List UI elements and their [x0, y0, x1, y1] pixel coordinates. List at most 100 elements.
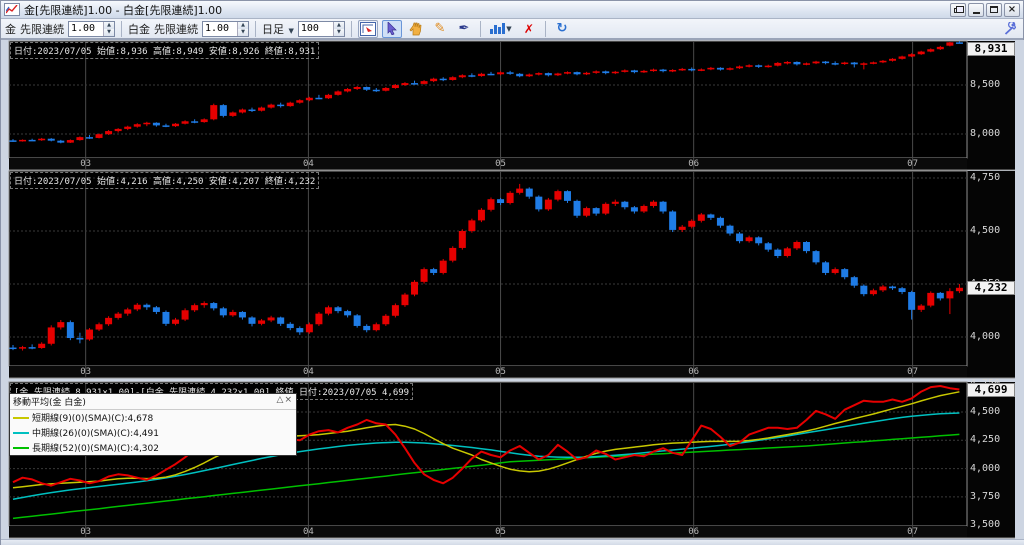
x-tick-03: 03: [80, 367, 91, 377]
x-tick-07: 07: [907, 159, 918, 169]
settings-wrench-button[interactable]: [999, 20, 1019, 38]
minimize-button[interactable]: [968, 3, 984, 17]
draw-pencil-button[interactable]: ✎: [430, 20, 450, 38]
delete-x-icon: ✗: [524, 23, 534, 35]
x-tick-05: 05: [495, 367, 506, 377]
platinum-ohlc-info: 日付:2023/07/05 始値:4,216 高値:4,250 安値:4,207…: [10, 172, 319, 189]
last-price-box: 8,931: [967, 42, 1015, 56]
x-tick-06: 06: [688, 527, 699, 537]
app-window: 金[先限連続]1.00 - 白金[先限連続]1.00 × 金 先限連続 ▲▼ 白…: [0, 0, 1024, 545]
y-tick-8,000: 8,000: [970, 128, 1000, 139]
title-bar[interactable]: 金[先限連続]1.00 - 白金[先限連続]1.00 ×: [1, 1, 1023, 19]
platinum-ratio-input[interactable]: [203, 22, 237, 36]
spin-down-icon[interactable]: ▼: [104, 29, 114, 36]
y-tick-4,500: 4,500: [970, 225, 1000, 236]
y-tick-8,500: 8,500: [970, 79, 1000, 90]
popout-window-button[interactable]: [950, 3, 966, 17]
chart-region: 日付:2023/07/05 始値:8,936 高値:8,949 安値:8,926…: [1, 40, 1024, 539]
reload-icon: ↻: [556, 21, 567, 36]
bar-count-field-wrap: ▲▼: [298, 21, 345, 37]
toolbar-separator: [351, 21, 352, 37]
gold-ratio-spinner[interactable]: ▲▼: [103, 22, 114, 36]
bar-count-spinner[interactable]: ▲▼: [333, 22, 344, 36]
ma-legend-title: 移動平均(金 白金): [13, 395, 86, 408]
draw-pen-button[interactable]: ✒: [454, 20, 474, 38]
window-title: 金[先限連続]1.00 - 白金[先限連続]1.00: [24, 2, 222, 18]
wrench-icon: [1003, 22, 1016, 35]
pencil-icon: ✎: [434, 21, 445, 36]
spin-up-icon[interactable]: ▲: [238, 22, 248, 29]
toolbar: 金 先限連続 ▲▼ 白金 先限連続 ▲▼ 日足 ▼ ▲▼ ✎: [1, 19, 1023, 40]
app-chart-icon: [4, 3, 20, 16]
x-tick-05: 05: [495, 159, 506, 169]
chevron-down-icon: ▼: [506, 25, 511, 33]
gold-label: 金: [5, 21, 16, 37]
toolbar-separator: [255, 21, 256, 37]
popout-icon: [954, 8, 960, 13]
spin-down-icon[interactable]: ▼: [238, 29, 248, 36]
chart-type-dropdown-button[interactable]: ▼: [487, 20, 515, 38]
gold-ratio-input[interactable]: [69, 22, 103, 36]
bar-count-input[interactable]: [299, 22, 333, 36]
y-tick-3,750: 3,750: [970, 491, 1000, 502]
x-tick-04: 04: [303, 527, 314, 537]
delete-study-button[interactable]: ✗: [519, 20, 539, 38]
platinum-series-label: 先限連続: [154, 21, 198, 37]
legend-item-short-ma: 短期線(9)(0)(SMA)(C):4,678: [10, 410, 296, 425]
maximize-button[interactable]: [986, 3, 1002, 17]
status-bar: [1, 539, 1024, 545]
y-tick-3,500: 3,500: [970, 519, 1000, 530]
maximize-icon: [990, 6, 998, 13]
close-button[interactable]: ×: [1004, 3, 1020, 17]
pan-hand-button[interactable]: [406, 20, 426, 38]
gold-ohlc-info: 日付:2023/07/05 始値:8,936 高値:8,949 安値:8,926…: [10, 42, 319, 59]
x-tick-07: 07: [907, 367, 918, 377]
long-ma-swatch: [13, 447, 29, 449]
period-dropdown[interactable]: 日足 ▼: [262, 21, 294, 37]
select-arrow-icon: [386, 22, 398, 35]
short-ma-label: 短期線(9)(0)(SMA)(C):4,678: [32, 411, 153, 424]
ma-legend-controls[interactable]: △×: [277, 395, 293, 408]
charts-canvas[interactable]: [1, 40, 1024, 539]
select-arrow-button[interactable]: [382, 20, 402, 38]
mid-ma-label: 中期線(26)(0)(SMA)(C):4,491: [32, 426, 159, 439]
gold-ratio-field-wrap: ▲▼: [68, 21, 115, 37]
y-tick-4,000: 4,000: [970, 463, 1000, 474]
toolbar-separator: [545, 21, 546, 37]
ma-legend-box: 移動平均(金 白金) △× 短期線(9)(0)(SMA)(C):4,678 中期…: [9, 393, 297, 456]
x-tick-06: 06: [688, 159, 699, 169]
spin-down-icon[interactable]: ▼: [334, 29, 344, 36]
pan-hand-icon: [409, 22, 423, 36]
y-tick-4,000: 4,000: [970, 331, 1000, 342]
spin-up-icon[interactable]: ▲: [334, 22, 344, 29]
chevron-down-icon: ▼: [289, 27, 294, 35]
toolbar-separator: [480, 21, 481, 37]
long-ma-label: 長期線(52)(0)(SMA)(C):4,302: [32, 441, 159, 454]
short-ma-swatch: [13, 417, 29, 419]
legend-item-mid-ma: 中期線(26)(0)(SMA)(C):4,491: [10, 425, 296, 440]
y-tick-4,250: 4,250: [970, 434, 1000, 445]
last-price-box: 4,232: [967, 281, 1015, 295]
chart-crosshair-icon: [360, 22, 376, 36]
toolbar-separator: [121, 21, 122, 37]
pen-icon: ✒: [458, 21, 469, 36]
x-tick-04: 04: [303, 367, 314, 377]
legend-item-long-ma: 長期線(52)(0)(SMA)(C):4,302: [10, 440, 296, 455]
last-price-box: 4,699: [967, 383, 1015, 397]
platinum-label: 白金: [128, 21, 150, 37]
x-tick-04: 04: [303, 159, 314, 169]
mid-ma-swatch: [13, 432, 29, 434]
bar-chart-icon: [490, 23, 505, 34]
platinum-ratio-spinner[interactable]: ▲▼: [237, 22, 248, 36]
reload-button[interactable]: ↻: [552, 20, 572, 38]
y-tick-4,750: 4,750: [970, 172, 1000, 183]
x-tick-07: 07: [907, 527, 918, 537]
x-tick-03: 03: [80, 527, 91, 537]
close-icon: ×: [1008, 5, 1016, 15]
gold-series-label: 先限連続: [20, 21, 64, 37]
x-tick-05: 05: [495, 527, 506, 537]
spin-up-icon[interactable]: ▲: [104, 22, 114, 29]
chart-crosshair-button[interactable]: [358, 20, 378, 38]
y-tick-4,500: 4,500: [970, 406, 1000, 417]
x-tick-06: 06: [688, 367, 699, 377]
